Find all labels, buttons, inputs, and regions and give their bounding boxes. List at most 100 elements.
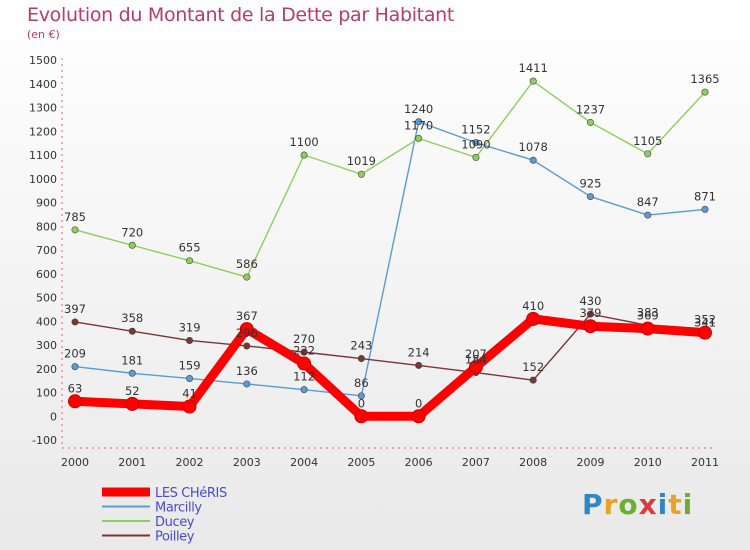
data-label: 1240 [404, 102, 433, 116]
data-label: 86 [354, 376, 369, 390]
data-point [186, 257, 194, 265]
y-tick-label: 700 [36, 244, 57, 257]
data-label: 214 [408, 345, 430, 359]
data-label: 0 [415, 396, 422, 410]
data-point [583, 319, 598, 334]
data-label: 1105 [633, 134, 662, 148]
y-tick-label: 1000 [29, 173, 57, 186]
data-label: 319 [179, 320, 201, 334]
x-tick-label: 2009 [576, 456, 604, 469]
data-label: 397 [64, 302, 86, 316]
data-point [182, 399, 197, 414]
y-tick-label: 500 [36, 292, 57, 305]
y-tick-label: 1400 [29, 78, 57, 91]
data-label: 136 [236, 364, 258, 378]
data-point [701, 88, 709, 96]
data-point [300, 348, 308, 356]
data-point [300, 386, 308, 394]
data-point [472, 153, 480, 161]
data-point [586, 310, 594, 318]
x-tick-label: 2006 [405, 456, 433, 469]
y-tick-label: 0 [50, 410, 57, 423]
data-point [640, 321, 655, 336]
data-label: 1170 [404, 118, 433, 132]
y-tick-label: 1300 [29, 102, 57, 115]
data-label: 52 [125, 384, 140, 398]
x-tick-label: 2003 [233, 456, 261, 469]
data-label: 369 [637, 309, 659, 323]
data-label: 847 [637, 195, 659, 209]
data-label: 63 [68, 381, 83, 395]
data-label: 1100 [289, 135, 318, 149]
data-label: 184 [465, 353, 487, 367]
data-label: 296 [236, 326, 258, 340]
data-point [415, 134, 423, 142]
data-point [297, 356, 312, 371]
data-point [186, 336, 194, 344]
data-label: 1078 [519, 140, 548, 154]
data-label: 209 [64, 347, 86, 361]
data-point [415, 118, 423, 126]
series-line-ducey [74, 80, 706, 278]
data-label: 222 [293, 344, 315, 358]
data-point [468, 360, 483, 375]
data-point [186, 374, 194, 382]
data-label: 352 [694, 313, 716, 327]
data-point [71, 318, 79, 326]
data-label: 1152 [461, 123, 490, 137]
data-point [300, 151, 308, 159]
x-tick-label: 2001 [118, 456, 146, 469]
data-label: 243 [350, 339, 372, 353]
data-point [357, 392, 365, 400]
data-point [529, 156, 537, 164]
data-label: 379 [579, 306, 601, 320]
data-point [586, 193, 594, 201]
x-tick-label: 2002 [176, 456, 204, 469]
data-point [125, 396, 140, 411]
data-label: 1090 [461, 137, 490, 151]
data-label: 1411 [519, 61, 548, 75]
data-label: 925 [579, 177, 601, 191]
y-tick-label: 600 [36, 268, 57, 281]
data-label: 785 [64, 210, 86, 224]
data-point [128, 369, 136, 377]
x-tick-label: 2007 [462, 456, 490, 469]
data-point [529, 77, 537, 85]
legend-label: Marcilly [155, 501, 202, 516]
data-label: 152 [522, 360, 544, 374]
data-point [698, 325, 712, 340]
y-tick-label: 1100 [29, 149, 57, 162]
data-label: 270 [293, 332, 315, 346]
data-label: 586 [236, 257, 258, 271]
data-point [357, 170, 365, 178]
data-label: 41 [182, 387, 197, 401]
x-tick-label: 2010 [634, 456, 662, 469]
data-label: 341 [694, 315, 716, 329]
y-tick-label: 300 [36, 339, 57, 352]
data-point [411, 409, 426, 424]
series-line-les-ch-ris [70, 314, 710, 421]
series-line-poilley [74, 313, 706, 381]
data-label: 410 [522, 299, 544, 313]
data-point [68, 394, 82, 409]
legend-label: Ducey [155, 515, 195, 530]
data-point [526, 311, 541, 326]
data-label: 720 [121, 225, 143, 239]
data-point [71, 226, 79, 234]
data-point [644, 211, 652, 219]
data-point [243, 273, 251, 281]
data-label: 1237 [576, 102, 605, 116]
data-point [243, 342, 251, 350]
y-tick-label: 900 [36, 197, 57, 210]
data-label: 1019 [347, 154, 376, 168]
data-point [71, 363, 79, 371]
y-tick-label: 200 [36, 363, 57, 376]
data-label: 1365 [690, 72, 719, 86]
data-point [472, 139, 480, 147]
legend-label: LES CHéRIS [155, 486, 227, 501]
proxiti-logo: Proxiti [582, 488, 694, 521]
data-point [243, 380, 251, 388]
x-tick-label: 2004 [290, 456, 318, 469]
data-label: 207 [465, 347, 487, 361]
